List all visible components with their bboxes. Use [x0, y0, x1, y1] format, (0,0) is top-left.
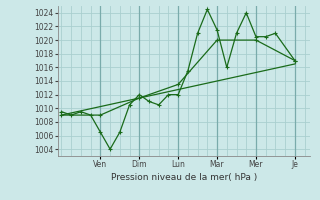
- X-axis label: Pression niveau de la mer( hPa ): Pression niveau de la mer( hPa ): [111, 173, 257, 182]
